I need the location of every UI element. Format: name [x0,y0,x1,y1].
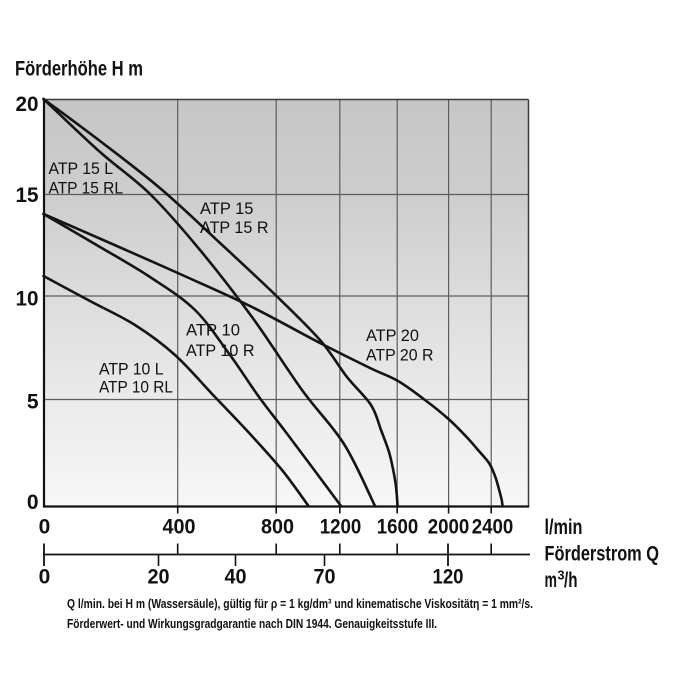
svg-text:l/min: l/min [545,516,583,539]
svg-text:0: 0 [27,491,39,514]
svg-text:Förderwert- und Wirkungsgradga: Förderwert- und Wirkungsgradgarantie nac… [67,616,437,631]
svg-text:1200: 1200 [320,516,362,539]
svg-text:m: m [545,569,558,592]
svg-text:20: 20 [16,93,39,116]
svg-text:ATP 10 L: ATP 10 L [99,360,164,379]
svg-text:70: 70 [314,566,336,589]
svg-text:120: 120 [433,566,464,589]
svg-text:2400: 2400 [472,516,514,539]
svg-text:ATP 20 R: ATP 20 R [366,346,434,365]
svg-text:2000: 2000 [428,516,470,539]
svg-text:Förderhöhe H m: Förderhöhe H m [15,58,143,81]
svg-text:Q l/min. bei H m (Wassersäule): Q l/min. bei H m (Wassersäule), gültig f… [67,596,533,611]
svg-text:0: 0 [39,516,51,539]
svg-text:40: 40 [225,566,247,589]
svg-text:ATP 10: ATP 10 [186,321,240,340]
svg-text:400: 400 [163,516,196,539]
svg-text:10: 10 [16,288,39,311]
svg-text:ATP 10 R: ATP 10 R [186,341,255,360]
svg-text:1600: 1600 [377,516,419,539]
svg-text:ATP 15 L: ATP 15 L [49,159,114,178]
svg-text:ATP 15 R: ATP 15 R [200,218,269,237]
svg-text:5: 5 [27,391,39,414]
svg-text:0: 0 [39,566,51,589]
svg-text:ATP 15: ATP 15 [200,199,254,218]
svg-text:800: 800 [261,516,294,539]
svg-text:15: 15 [16,184,39,207]
svg-text:ATP 15 RL: ATP 15 RL [49,179,124,198]
svg-text:3: 3 [558,568,565,583]
svg-text:/h: /h [564,569,578,592]
svg-text:20: 20 [148,566,170,589]
svg-text:ATP 20: ATP 20 [366,326,419,345]
svg-text:Förderstrom Q: Förderstrom Q [545,543,660,566]
svg-text:ATP 10 RL: ATP 10 RL [99,378,173,397]
